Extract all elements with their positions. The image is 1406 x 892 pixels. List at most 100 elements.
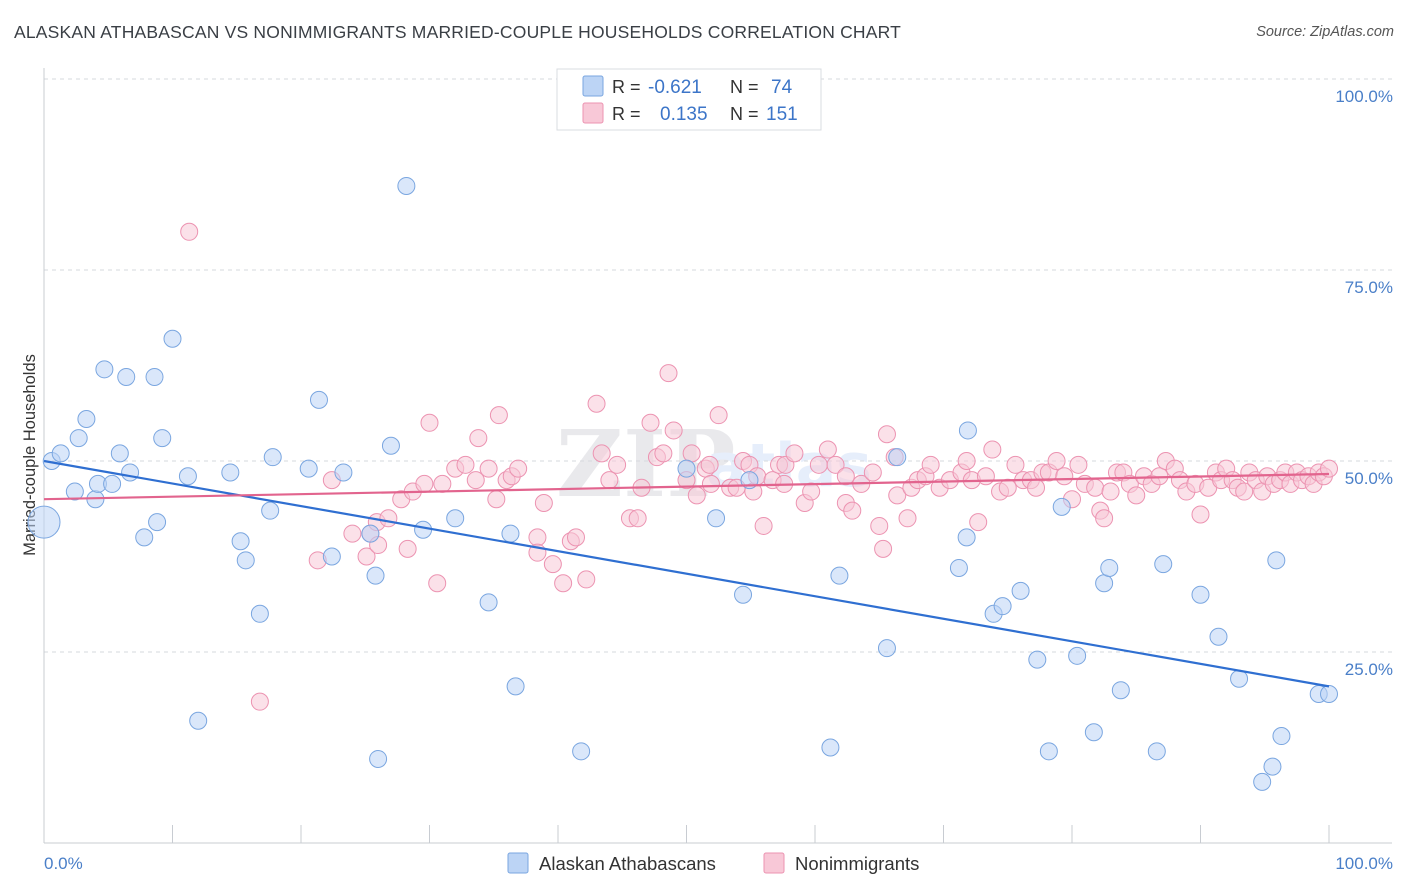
data-point (263, 448, 282, 467)
y-tick-label-75: 75.0% (1345, 278, 1393, 297)
data-point (701, 474, 720, 493)
data-point (466, 471, 485, 490)
data-point (554, 574, 573, 593)
data-point (456, 455, 475, 474)
stats-legend: R = -0.621 N = 74 R = 0.135 N = 151 (556, 68, 822, 131)
axis-layer (43, 68, 1392, 844)
data-point (1052, 497, 1071, 516)
data-point (687, 486, 706, 505)
data-point (1209, 627, 1228, 646)
data-point (830, 566, 849, 585)
data-point (117, 367, 136, 386)
data-point (250, 604, 269, 623)
data-point (877, 425, 896, 444)
data-point (501, 524, 520, 543)
data-point (888, 448, 907, 467)
data-point (659, 364, 678, 383)
data-point (221, 463, 240, 482)
series-legend-label-blue: Alaskan Athabascans (539, 853, 716, 874)
data-point (163, 329, 182, 348)
trend-lines (43, 459, 1330, 688)
data-point (821, 738, 840, 757)
data-point (95, 360, 114, 379)
data-point (664, 421, 683, 440)
data-point (343, 524, 362, 543)
data-point (487, 490, 506, 509)
data-point (898, 509, 917, 528)
data-point (145, 367, 164, 386)
trend-line-alaskan-athabascans (43, 459, 1330, 688)
data-point (969, 513, 988, 532)
data-point (479, 459, 498, 478)
data-point (189, 711, 208, 730)
data-point (1100, 558, 1119, 577)
data-point (103, 474, 122, 493)
data-point (572, 742, 591, 761)
data-point (489, 406, 508, 425)
data-point (528, 528, 547, 547)
data-point (993, 597, 1012, 616)
data-point (888, 486, 907, 505)
data-point (415, 474, 434, 493)
data-point (261, 501, 280, 520)
data-point (785, 444, 804, 463)
data-point (957, 528, 976, 547)
data-point (1320, 459, 1338, 478)
data-point (414, 520, 433, 539)
data-point (809, 455, 828, 474)
series-legend-swatch-pink (763, 852, 785, 874)
data-point (397, 176, 416, 195)
data-point (428, 574, 447, 593)
legend-swatch-blue (582, 75, 604, 97)
legend-n-value-pink: 151 (766, 104, 798, 125)
data-point (250, 692, 269, 711)
data-point (153, 429, 172, 448)
data-point (534, 494, 553, 513)
data-point (236, 551, 255, 570)
y-axis-title: Married-couple Households (21, 354, 39, 556)
data-point (600, 471, 619, 490)
data-point (1127, 486, 1146, 505)
data-point (1101, 482, 1120, 501)
data-point (921, 455, 940, 474)
data-point (357, 547, 376, 566)
data-point (734, 585, 753, 604)
data-point (1006, 455, 1025, 474)
series-legend-label-pink: Nonimmigrants (795, 853, 919, 874)
x-tick-label-right: 100.0% (1335, 854, 1393, 873)
trend-line-nonimmigrants (43, 472, 1330, 501)
data-point (509, 459, 528, 478)
data-point (77, 409, 96, 428)
data-point (870, 516, 889, 535)
data-point (1263, 757, 1282, 776)
data-point (1267, 551, 1286, 570)
data-point (1095, 574, 1114, 593)
data-point (957, 452, 976, 470)
data-point (446, 509, 465, 528)
data-point (754, 516, 773, 535)
data-point (110, 444, 129, 463)
data-point (998, 478, 1017, 497)
data-point (577, 570, 596, 589)
data-point (1272, 727, 1291, 746)
data-point (369, 749, 388, 768)
legend-r-value-blue: -0.621 (648, 77, 702, 98)
data-point (135, 528, 154, 547)
y-tick-label-50: 50.0% (1345, 469, 1393, 488)
legend-r-label-blue: R = (612, 77, 641, 97)
data-point (361, 524, 380, 543)
data-point (874, 539, 893, 558)
data-point (641, 413, 660, 432)
data-point (863, 463, 882, 482)
data-point (420, 413, 439, 432)
data-point (1086, 478, 1105, 497)
series-legend-item-nonimmigrants[interactable]: Nonimmigrants (763, 852, 919, 874)
data-point (51, 444, 70, 463)
series-legend-item-alaskan-athabascans[interactable]: Alaskan Athabascans (507, 852, 716, 874)
data-point (1039, 742, 1058, 761)
data-point (309, 390, 328, 409)
data-point (1068, 646, 1087, 665)
data-point (231, 532, 250, 551)
data-point (1154, 555, 1173, 574)
